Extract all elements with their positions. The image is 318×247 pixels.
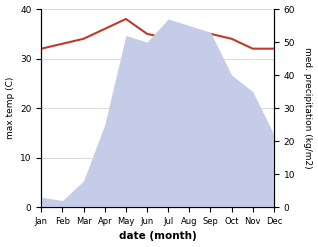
Y-axis label: med. precipitation (kg/m2): med. precipitation (kg/m2) (303, 47, 313, 169)
Y-axis label: max temp (C): max temp (C) (5, 77, 15, 139)
X-axis label: date (month): date (month) (119, 231, 197, 242)
